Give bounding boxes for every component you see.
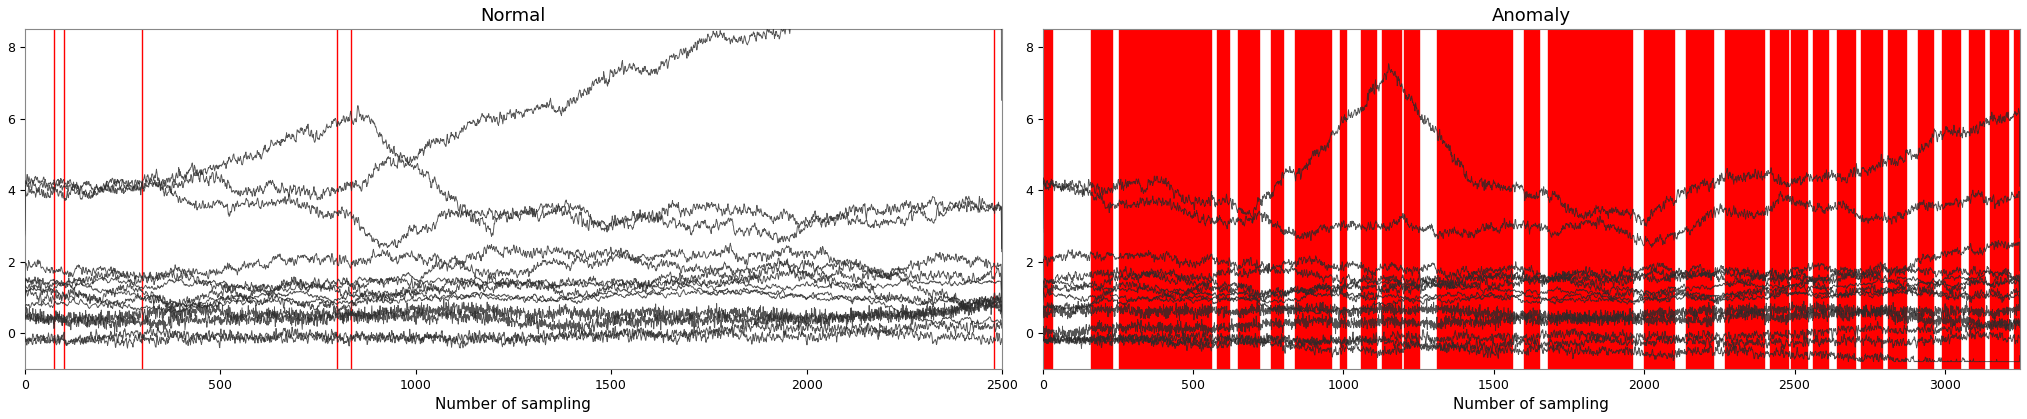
Bar (1991, 29, 2009, 369)
Bar (1271, 29, 1283, 369)
Bar (1861, 29, 1881, 369)
Bar (1295, 29, 1332, 369)
Bar (1836, 29, 1855, 369)
Bar (1942, 29, 1960, 369)
Title: Normal: Normal (480, 7, 545, 25)
X-axis label: Number of sampling: Number of sampling (436, 397, 592, 412)
Bar (1362, 29, 1376, 369)
Bar (1887, 29, 1905, 369)
Bar (1792, 29, 1806, 369)
Bar (1119, 29, 1210, 369)
Bar (1770, 29, 1788, 369)
Bar (1091, 29, 1113, 369)
Bar (1403, 29, 1419, 369)
Title: Anomaly: Anomaly (1492, 7, 1571, 25)
Bar (1238, 29, 1259, 369)
Bar (1644, 29, 1674, 369)
Bar (1437, 29, 1512, 369)
X-axis label: Number of sampling: Number of sampling (1453, 397, 1609, 412)
Bar (1340, 29, 1346, 369)
Bar (1968, 29, 1984, 369)
Bar (1216, 29, 1228, 369)
Bar (1725, 29, 1763, 369)
Bar (1686, 29, 1713, 369)
Bar (1812, 29, 1828, 369)
Bar (1042, 29, 1052, 369)
Bar (1382, 29, 1401, 369)
Bar (1549, 29, 1632, 369)
Bar (2015, 29, 2023, 369)
Bar (1524, 29, 1538, 369)
Bar (1918, 29, 1934, 369)
